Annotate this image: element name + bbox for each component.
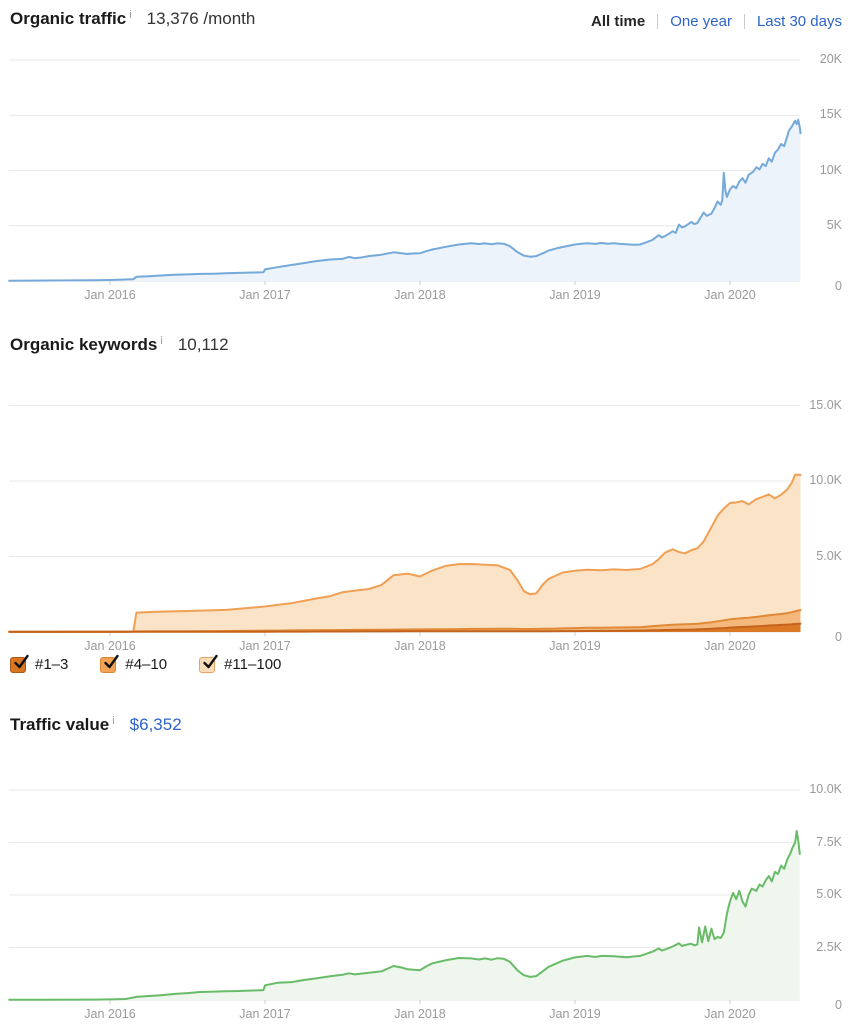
x-axis-label: Jan 2018 bbox=[394, 288, 446, 302]
organic-keywords-title: Organic keywords bbox=[10, 335, 158, 354]
tab-divider bbox=[657, 14, 659, 29]
organic-keywords-chart bbox=[0, 392, 852, 637]
tab-divider bbox=[743, 14, 745, 29]
filter-top-1-3[interactable]: #1–3 bbox=[10, 654, 69, 673]
organic-traffic-area bbox=[9, 119, 801, 281]
info-icon: i bbox=[160, 335, 163, 347]
tab-one-year[interactable]: One year bbox=[670, 13, 732, 30]
filter-top-4-10[interactable]: #4–10 bbox=[100, 654, 168, 673]
keyword-position-filters: #1–3 #4–10 #11–100 bbox=[10, 654, 282, 673]
organic-keywords-value: 10,112 bbox=[177, 335, 229, 354]
x-axis-label: Jan 2017 bbox=[239, 639, 291, 653]
traffic-value-svg bbox=[8, 789, 801, 1004]
checkmark-icon bbox=[104, 654, 120, 668]
x-axis-label: Jan 2020 bbox=[704, 639, 756, 653]
x-axis-label: Jan 2016 bbox=[84, 288, 136, 302]
checkbox-checked-icon[interactable] bbox=[100, 654, 120, 673]
traffic-value-header: Traffic value i $6,352 bbox=[10, 715, 842, 735]
organic-keywords-band-area bbox=[9, 623, 801, 632]
organic-traffic-title: Organic traffic bbox=[10, 9, 127, 28]
organic-keywords-band-line bbox=[8, 609, 802, 633]
filter-label: #11–100 bbox=[224, 656, 282, 673]
filter-label: #1–3 bbox=[35, 656, 69, 673]
organic-traffic-line bbox=[8, 118, 802, 282]
organic-keywords-svg bbox=[8, 405, 802, 636]
checkmark-icon bbox=[14, 654, 29, 668]
x-axis-label: Jan 2018 bbox=[394, 1007, 446, 1021]
checkmark-icon bbox=[203, 654, 218, 668]
organic-traffic-value: 13,376 /month bbox=[146, 9, 256, 28]
organic-traffic-svg bbox=[8, 59, 802, 285]
tab-last-30-days[interactable]: Last 30 days bbox=[756, 13, 842, 30]
organic-keywords-band-line bbox=[8, 622, 802, 633]
x-axis-label: Jan 2016 bbox=[84, 639, 136, 653]
x-axis-label: Jan 2016 bbox=[84, 1007, 136, 1021]
checkbox-checked-icon[interactable] bbox=[199, 654, 218, 673]
traffic-value-amount[interactable]: $6,352 bbox=[129, 715, 182, 734]
period-tabs: All time One year Last 30 days bbox=[591, 13, 842, 30]
filter-label: #4–10 bbox=[125, 656, 168, 673]
checkbox-checked-icon[interactable] bbox=[10, 654, 29, 673]
x-axis-label: Jan 2017 bbox=[239, 288, 291, 302]
organic-traffic-header: Organic traffic i 13,376 /month All time… bbox=[10, 9, 842, 30]
organic-keywords-band-area bbox=[9, 474, 801, 632]
info-icon: i bbox=[112, 715, 115, 727]
x-axis-label: Jan 2018 bbox=[394, 639, 446, 653]
x-axis-label: Jan 2019 bbox=[549, 1007, 601, 1021]
organic-keywords-header: Organic keywords i 10,112 bbox=[10, 335, 842, 355]
x-axis-label: Jan 2020 bbox=[704, 1007, 756, 1021]
traffic-value-title: Traffic value bbox=[10, 715, 110, 734]
x-axis-label: Jan 2017 bbox=[239, 1007, 291, 1021]
traffic-value-line bbox=[8, 830, 801, 1001]
x-axis-label: Jan 2019 bbox=[549, 288, 601, 302]
info-icon: i bbox=[129, 9, 132, 21]
organic-keywords-band-line bbox=[8, 473, 802, 633]
traffic-value-area bbox=[9, 831, 800, 1000]
x-axis-label: Jan 2020 bbox=[704, 288, 756, 302]
organic-traffic-chart bbox=[0, 50, 852, 288]
filter-top-11-100[interactable]: #11–100 bbox=[199, 654, 282, 673]
tab-all-time[interactable]: All time bbox=[591, 13, 646, 30]
traffic-value-chart bbox=[0, 772, 852, 1006]
x-axis-label: Jan 2019 bbox=[549, 639, 601, 653]
